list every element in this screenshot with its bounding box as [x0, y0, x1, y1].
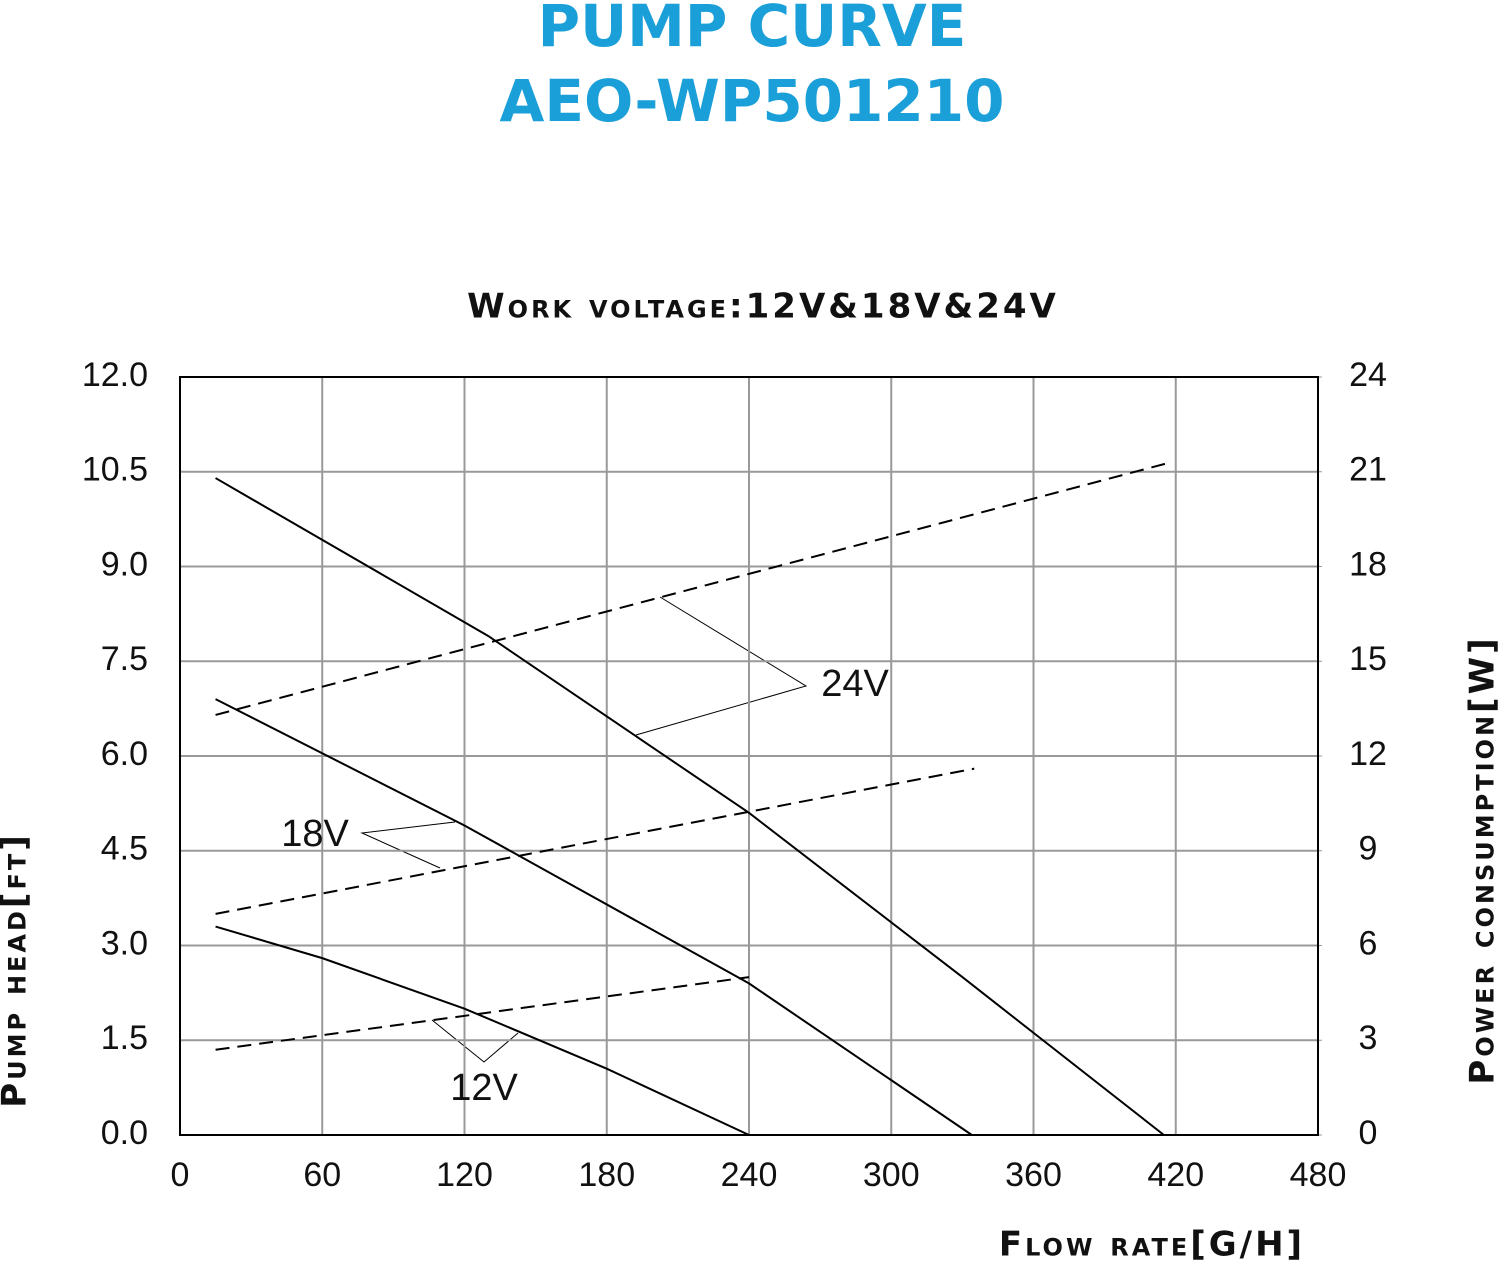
series-line: [216, 977, 749, 1050]
y-tick-label: 10.5: [82, 451, 148, 489]
series-line: [216, 462, 1171, 715]
y2-axis-label: Power consumption[W]: [1463, 635, 1500, 1084]
x-tick-label: 420: [1147, 1156, 1204, 1194]
y-tick-label: 9.0: [101, 545, 148, 583]
y-axis-label: Pump head[ft]: [0, 832, 35, 1108]
leader-lines: [362, 597, 806, 1062]
annotation: 12V: [450, 1067, 518, 1109]
y2-tick-label: 9: [1359, 830, 1378, 868]
y-tick-label: 12.0: [82, 356, 148, 394]
y2-tick-label: 0: [1359, 1114, 1378, 1152]
y2-tick-label: 15: [1349, 640, 1387, 678]
chart-title: PUMP CURVE: [538, 0, 967, 60]
y-tick-label: 1.5: [101, 1019, 148, 1057]
y2-tick-label: 3: [1359, 1019, 1378, 1057]
x-tick-label: 240: [721, 1156, 778, 1194]
y-tick-label: 0.0: [101, 1114, 148, 1152]
y-tick-label: 3.0: [101, 924, 148, 962]
x-tick-label: 480: [1290, 1156, 1347, 1194]
y2-tick-label: 12: [1349, 735, 1387, 773]
x-axis-label: Flow rate[G/H]: [999, 1225, 1305, 1265]
y-tick-label: 7.5: [101, 640, 148, 678]
x-tick-label: 120: [436, 1156, 493, 1194]
annotation: 18V: [281, 813, 349, 855]
series-line: [216, 699, 972, 1135]
x-tick-label: 180: [578, 1156, 635, 1194]
x-tick-label: 300: [863, 1156, 920, 1194]
y2-tick-label: 24: [1349, 356, 1387, 394]
x-tick-label: 360: [1005, 1156, 1062, 1194]
chart-caption: Work voltage:12V&18V&24V: [467, 287, 1059, 327]
chart-subtitle: AEO-WP501210: [500, 67, 1005, 135]
y2-tick-label: 6: [1359, 924, 1378, 962]
series-line: [216, 478, 1164, 1135]
y2-tick-label: 18: [1349, 545, 1387, 583]
y-tick-label: 6.0: [101, 735, 148, 773]
x-tick-label: 60: [303, 1156, 341, 1194]
y-tick-label: 4.5: [101, 830, 148, 868]
annotation: 24V: [821, 663, 889, 705]
x-tick-label: 0: [171, 1156, 190, 1194]
y2-tick-label: 21: [1349, 451, 1387, 489]
